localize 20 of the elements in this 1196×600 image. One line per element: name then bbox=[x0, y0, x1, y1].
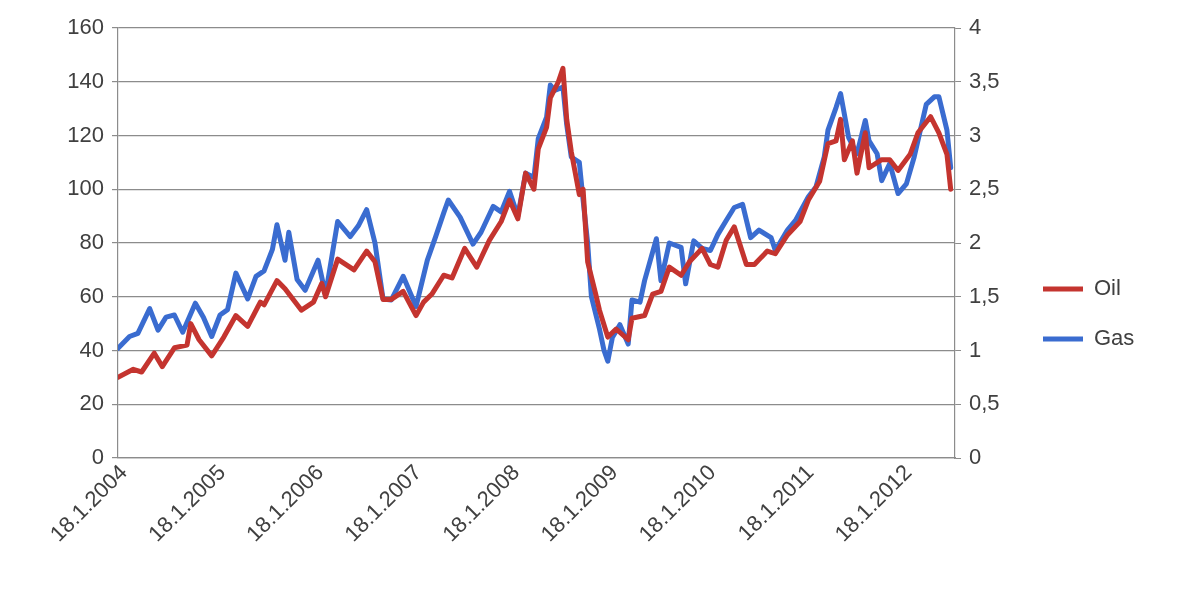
y2-tick-label: 3,5 bbox=[969, 67, 1000, 93]
y-tick-label: 20 bbox=[79, 390, 104, 416]
y-tick-label: 80 bbox=[79, 229, 104, 255]
y-tick-label: 60 bbox=[79, 282, 104, 308]
y-tick-label: 120 bbox=[67, 121, 104, 147]
y2-tick-label: 2 bbox=[969, 229, 982, 255]
legend-label: Oil bbox=[1094, 275, 1121, 301]
y2-tick-label: 0,5 bbox=[969, 390, 1000, 416]
y2-tick-label: 3 bbox=[969, 121, 982, 147]
y2-tick-label: 2,5 bbox=[969, 175, 1000, 201]
y-tick-label: 40 bbox=[79, 336, 104, 362]
y-tick-label: 0 bbox=[91, 444, 104, 470]
y2-tick-label: 4 bbox=[969, 14, 982, 40]
y-tick-label: 140 bbox=[67, 67, 104, 93]
y2-tick-label: 1 bbox=[969, 336, 982, 362]
legend-label: Gas bbox=[1094, 325, 1135, 351]
y2-tick-label: 0 bbox=[969, 444, 982, 470]
y-tick-label: 100 bbox=[67, 175, 104, 201]
y-tick-label: 160 bbox=[67, 14, 104, 40]
y2-tick-label: 1,5 bbox=[969, 282, 1000, 308]
